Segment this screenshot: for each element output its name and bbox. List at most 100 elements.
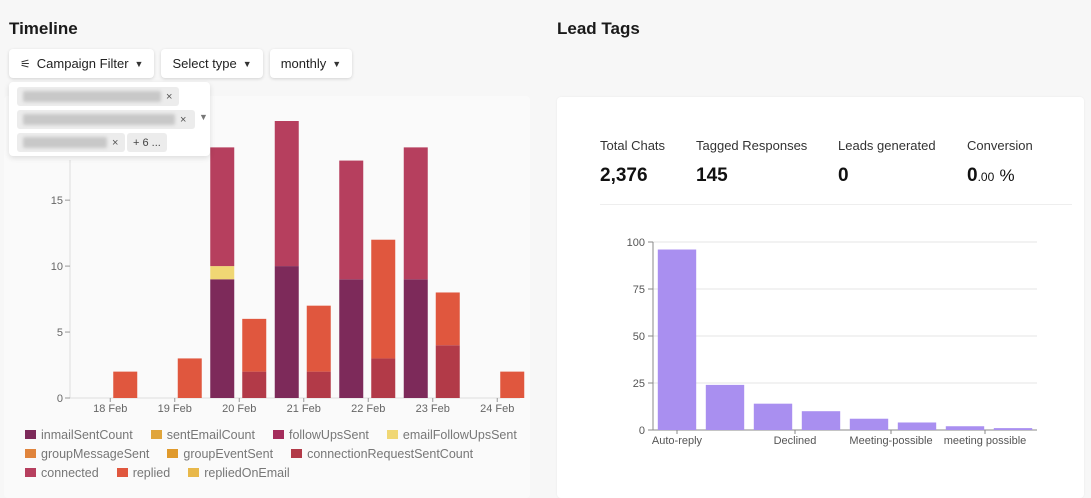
legend-label: inmailSentCount [41, 427, 133, 442]
bar-segment [500, 371, 525, 398]
legend-swatch [116, 468, 128, 477]
redacted-campaign-name [23, 137, 107, 148]
bar-segment [274, 266, 299, 398]
x-tick-label: Meeting-possible [849, 435, 932, 447]
legend-label: replied [132, 465, 171, 480]
bar-segment [113, 371, 138, 398]
stat-value: 0.00 % [967, 165, 1033, 187]
stat-total-chats: Total Chats 2,376 [600, 138, 665, 187]
bar-segment [339, 279, 364, 398]
x-tick-label: meeting possible [944, 435, 1027, 447]
campaign-filter-button[interactable]: ⚟ Campaign Filter ▼ [9, 49, 155, 78]
chevron-down-icon[interactable]: ▼ [199, 112, 208, 122]
legend-swatch [25, 449, 36, 458]
chevron-down-icon: ▼ [242, 58, 252, 69]
chevron-down-icon: ▼ [134, 58, 144, 69]
stat-leads-generated: Leads generated 0 [838, 138, 936, 187]
x-tick-label: 18 Feb [93, 403, 127, 415]
bar-segment [210, 279, 235, 398]
y-tick-label: 0 [639, 425, 645, 437]
legend-item[interactable]: emailFollowUpsSent [386, 427, 517, 442]
stat-label: Conversion [967, 138, 1033, 153]
legend-item[interactable]: connectionRequestSentCount [291, 447, 473, 461]
legend-label: emailFollowUpsSent [402, 427, 517, 442]
conversion-unit: % [999, 166, 1015, 185]
x-tick-label: 24 Feb [480, 403, 514, 415]
legend-swatch [25, 430, 36, 439]
legend-label: followUpsSent [288, 427, 369, 442]
more-chips-indicator[interactable]: + 6 ... [127, 133, 167, 152]
conversion-int: 0 [967, 165, 978, 186]
legend-item[interactable]: connected [25, 466, 99, 480]
legend-label: groupEventSent [183, 446, 274, 461]
y-tick-label: 100 [627, 237, 645, 249]
remove-chip-icon[interactable]: × [180, 113, 187, 126]
remove-chip-icon[interactable]: × [166, 90, 173, 103]
timeline-title: Timeline [9, 19, 78, 38]
conversion-dec: .00 [977, 170, 995, 184]
redacted-campaign-name [23, 91, 161, 102]
bar-segment [339, 160, 364, 280]
select-type-button[interactable]: Select type ▼ [161, 49, 263, 78]
period-select-button[interactable]: monthly ▼ [269, 49, 353, 78]
stat-label: Tagged Responses [696, 138, 808, 153]
bar-segment [403, 279, 428, 398]
divider [600, 204, 1072, 205]
legend-swatch [25, 468, 36, 477]
y-tick-label: 25 [633, 378, 645, 390]
lead-tags-card: Total Chats 2,376 Tagged Responses 145 L… [557, 97, 1084, 498]
lead-tags-section: Lead Tags Total Chats 2,376 Tagged Respo… [540, 0, 1091, 498]
bar-segment [371, 358, 396, 398]
timeline-section: Timeline ⚟ Campaign Filter ▼ Select type… [0, 0, 540, 498]
campaign-selected-dropdown[interactable]: × × × + 6 ... ▼ [9, 82, 210, 156]
x-tick-label: 20 Feb [222, 403, 256, 415]
x-tick-label: 21 Feb [287, 403, 321, 415]
x-tick-label: Auto-reply [652, 435, 703, 447]
stat-tagged-responses: Tagged Responses 145 [696, 138, 807, 187]
legend-item[interactable]: replied [116, 465, 171, 480]
campaign-chip[interactable]: × [17, 87, 179, 106]
bar-segment [242, 371, 267, 398]
tag-bar [753, 403, 793, 430]
bar-segment [242, 318, 267, 372]
legend-item[interactable]: followUpsSent [272, 427, 369, 442]
legend-swatch [272, 430, 284, 439]
legend-swatch [188, 468, 200, 477]
legend-item[interactable]: sentEmailCount [150, 427, 255, 442]
legend-item[interactable]: inmailSentCount [25, 428, 133, 442]
tag-bar [657, 249, 697, 430]
x-tick-label: 23 Feb [416, 403, 450, 415]
x-tick-label: 19 Feb [158, 403, 192, 415]
tag-bar [945, 426, 985, 430]
lead-tags-chart: 0 25 50 75 100 Auto-reply Declined Meeting-poss… [627, 237, 1037, 447]
bar-segment [435, 345, 460, 398]
legend-swatch [150, 430, 162, 439]
legend-label: sentEmailCount [166, 427, 255, 442]
remove-chip-icon[interactable]: × [112, 136, 119, 149]
bar-segment [435, 292, 460, 346]
legend-label: connected [41, 465, 99, 480]
legend-item[interactable]: groupMessageSent [25, 447, 149, 461]
y-tick-label: 0 [57, 393, 63, 405]
legend-swatch [167, 449, 179, 458]
timeline-chart: 0 5 10 15 18 Feb 19 Feb 20 Feb 21 Feb 22 Feb 23 F… [51, 121, 525, 415]
legend-item[interactable]: groupEventSent [167, 447, 273, 461]
stat-value: 0 [838, 165, 849, 186]
x-tick-label: Declined [774, 435, 817, 447]
campaign-chip[interactable]: × [17, 133, 125, 152]
legend-label: repliedOnEmail [204, 465, 290, 480]
stat-label: Leads generated [838, 138, 936, 153]
redacted-campaign-name [23, 114, 175, 125]
x-tick-label: 22 Feb [351, 403, 385, 415]
bar-segment [306, 371, 331, 398]
bar-segment [306, 305, 331, 372]
campaign-filter-label: Campaign Filter [36, 56, 129, 71]
legend-item[interactable]: repliedOnEmail [188, 465, 290, 480]
y-tick-label: 10 [51, 261, 63, 273]
campaign-chip[interactable]: × [17, 110, 195, 129]
bar-segment [371, 239, 396, 359]
bar-segment [403, 147, 428, 280]
legend-swatch [291, 449, 303, 458]
select-type-label: Select type [172, 56, 237, 71]
bar-segment [210, 266, 235, 280]
